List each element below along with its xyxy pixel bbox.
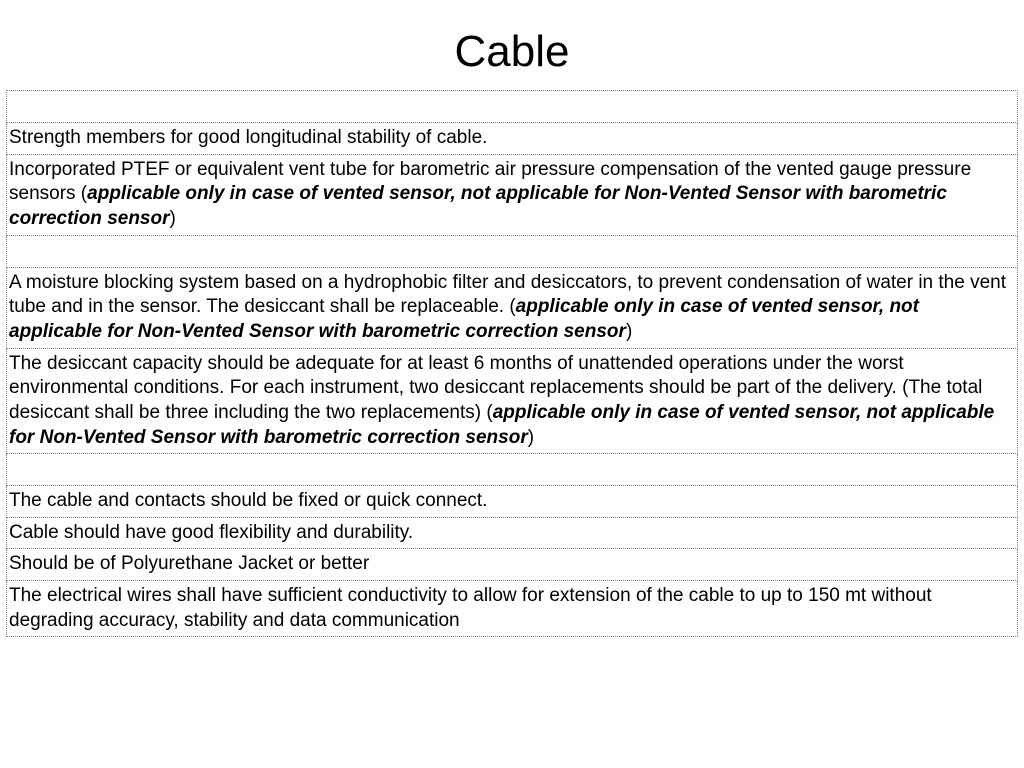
table-cell: Should be of Polyurethane Jacket or bett… (7, 549, 1018, 581)
body-text: The electrical wires shall have sufficie… (9, 585, 932, 631)
table-cell: The electrical wires shall have sufficie… (7, 581, 1018, 637)
body-text: Strength members for good longitudinal s… (9, 127, 487, 148)
table-row: Incorporated PTEF or equivalent vent tub… (7, 154, 1018, 235)
body-text: ) (626, 321, 632, 342)
table-row (7, 91, 1018, 123)
slide: Cable Strength members for good longitud… (0, 0, 1024, 768)
slide-title: Cable (0, 0, 1024, 90)
table-cell: The cable and contacts should be fixed o… (7, 486, 1018, 518)
body-text: ) (528, 427, 534, 448)
table-row (7, 235, 1018, 267)
table-cell: Incorporated PTEF or equivalent vent tub… (7, 154, 1018, 235)
table-row: The cable and contacts should be fixed o… (7, 486, 1018, 518)
body-text: Should be of Polyurethane Jacket or bett… (9, 553, 369, 574)
table-cell: Cable should have good flexibility and d… (7, 517, 1018, 549)
table-cell: Strength members for good longitudinal s… (7, 123, 1018, 155)
table-row: A moisture blocking system based on a hy… (7, 267, 1018, 348)
body-text: Cable should have good flexibility and d… (9, 522, 413, 543)
emphasis-text: applicable only in case of vented sensor… (9, 183, 947, 229)
body-text: ) (170, 208, 176, 229)
table-row: Strength members for good longitudinal s… (7, 123, 1018, 155)
table-cell: The desiccant capacity should be adequat… (7, 348, 1018, 454)
body-text: The cable and contacts should be fixed o… (9, 490, 487, 511)
table-row: Should be of Polyurethane Jacket or bett… (7, 549, 1018, 581)
spec-table-body: Strength members for good longitudinal s… (7, 91, 1018, 637)
table-row: The desiccant capacity should be adequat… (7, 348, 1018, 454)
spec-table: Strength members for good longitudinal s… (6, 90, 1018, 637)
table-cell: A moisture blocking system based on a hy… (7, 267, 1018, 348)
table-cell (7, 91, 1018, 123)
table-cell (7, 235, 1018, 267)
table-row: The electrical wires shall have sufficie… (7, 581, 1018, 637)
table-row: Cable should have good flexibility and d… (7, 517, 1018, 549)
table-cell (7, 454, 1018, 486)
table-row (7, 454, 1018, 486)
